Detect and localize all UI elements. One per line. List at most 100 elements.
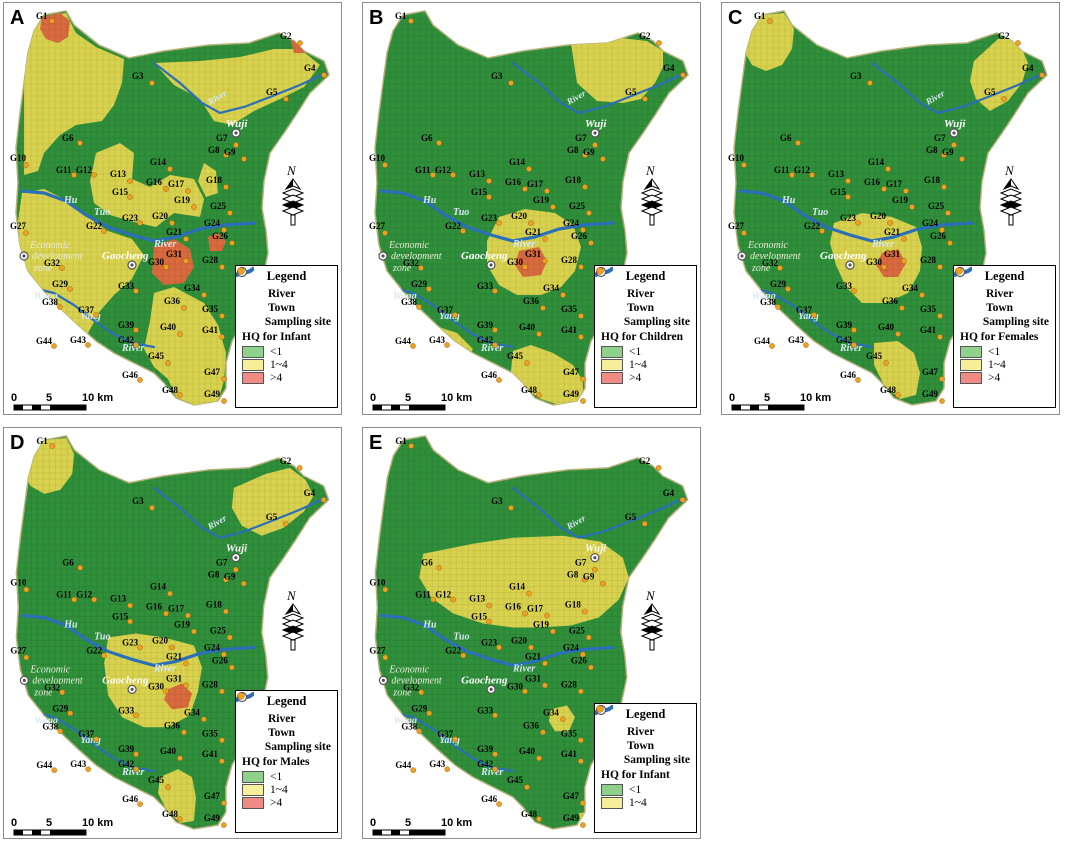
sampling-site <box>486 618 492 625</box>
site-label: G33 <box>836 281 853 291</box>
site-label: G14 <box>509 582 525 592</box>
sampling-site <box>452 736 458 743</box>
site-label: G14 <box>150 582 166 592</box>
scale-tick: 0 <box>11 392 17 404</box>
site-label: G45 <box>507 351 524 361</box>
edz-label: Economic <box>29 664 70 675</box>
site-label: G41 <box>202 325 219 335</box>
site-label: G36 <box>523 720 539 730</box>
sampling-site <box>679 497 686 503</box>
river-label: Yang <box>439 311 460 322</box>
sampling-site <box>167 166 173 172</box>
sampling-site <box>642 96 648 102</box>
sampling-site <box>408 443 415 449</box>
site-label: G46 <box>481 794 497 804</box>
river-label: River <box>512 663 535 674</box>
sampling-site <box>496 801 502 807</box>
site-label: G13 <box>828 169 845 179</box>
sampling-site <box>486 178 492 184</box>
site-label: G12 <box>76 590 92 600</box>
site-label: G25 <box>210 201 227 211</box>
town-label-wuji: Wuji <box>585 543 606 555</box>
hq-class-label: >4 <box>270 796 283 809</box>
scale-bar-graphic: 0 5 10 km <box>11 817 113 836</box>
sampling-site <box>867 80 873 86</box>
river-line <box>152 486 327 539</box>
hq-class-row: 1~4 <box>601 796 690 809</box>
site-label: G7 <box>575 133 587 143</box>
site-label: G13 <box>469 594 485 604</box>
sampling-site <box>165 360 171 366</box>
site-label: G45 <box>866 351 883 361</box>
site-label: G31 <box>525 249 542 259</box>
site-label: G15 <box>830 187 847 197</box>
river-label: Yang <box>80 311 101 322</box>
hq-swatch <box>960 358 982 371</box>
sampling-site <box>811 312 817 318</box>
sampling-site <box>641 520 648 527</box>
sampling-site <box>149 80 155 86</box>
site-label: G13 <box>110 169 127 179</box>
hq-class-label: 1~4 <box>988 358 1006 371</box>
hq-class-row: 1~4 <box>960 358 1049 371</box>
site-label: G27 <box>369 221 386 231</box>
sampling-site <box>227 210 233 216</box>
site-label: G24 <box>563 642 579 652</box>
sampling-site <box>418 265 424 271</box>
sampling-site <box>769 343 775 349</box>
site-label: G49 <box>204 389 221 399</box>
sampling-site <box>77 140 83 146</box>
site-label: G8 <box>208 145 220 155</box>
site-label: G27 <box>10 645 26 655</box>
sampling-site <box>580 376 586 382</box>
sampling-site <box>169 220 175 226</box>
sampling-site <box>903 188 909 194</box>
site-label: G42 <box>118 335 135 345</box>
sampling-site <box>436 140 442 146</box>
site-label: G33 <box>118 281 135 291</box>
river-line <box>20 189 256 243</box>
sampling-site <box>77 564 84 571</box>
site-label: G47 <box>563 791 579 801</box>
map-svg: Hu Tuo River River Wang Yang River Wuji Gaocheng… <box>10 10 330 406</box>
site-label: G26 <box>212 655 228 665</box>
site-label: G11 <box>415 165 431 175</box>
sampling-site <box>945 210 951 216</box>
scale-tick: 10 km <box>82 392 113 404</box>
panel-letter: C <box>728 7 743 29</box>
site-label: G5 <box>266 512 278 522</box>
site-label: G1 <box>36 436 48 446</box>
river-line <box>379 613 615 668</box>
north-label: N <box>1004 163 1015 178</box>
site-label: G23 <box>840 213 857 223</box>
site-label: G47 <box>204 791 220 801</box>
site-label: G36 <box>164 720 180 730</box>
sampling-site <box>133 288 139 294</box>
river-label: Hu <box>422 195 437 206</box>
sampling-site <box>680 72 686 78</box>
panel-letter: B <box>369 7 384 29</box>
site-label: G38 <box>401 297 418 307</box>
hq-class-label: <1 <box>270 345 283 358</box>
legend-row: Town <box>954 266 1049 315</box>
hq-class-row: >4 <box>242 371 331 384</box>
hq-class-label: 1~4 <box>629 358 647 371</box>
north-arrow-icon: N <box>999 163 1023 226</box>
sampling-site <box>777 265 783 271</box>
site-label: G48 <box>162 809 178 819</box>
sampling-site <box>283 96 289 102</box>
hq-class-label: >4 <box>270 371 283 384</box>
river-label: Wang <box>34 715 58 726</box>
sampling-site <box>416 728 423 735</box>
sampling-site <box>183 682 189 689</box>
site-label: G29 <box>52 279 69 289</box>
site-label: G42 <box>477 759 493 769</box>
site-label: G6 <box>780 133 792 143</box>
site-label: G3 <box>850 71 862 81</box>
hq-swatch <box>242 345 264 358</box>
sampling-site <box>223 608 229 615</box>
hq-swatch <box>242 770 264 783</box>
site-label: G43 <box>70 335 87 345</box>
sampling-site <box>524 360 530 366</box>
site-label: G25 <box>210 626 226 636</box>
